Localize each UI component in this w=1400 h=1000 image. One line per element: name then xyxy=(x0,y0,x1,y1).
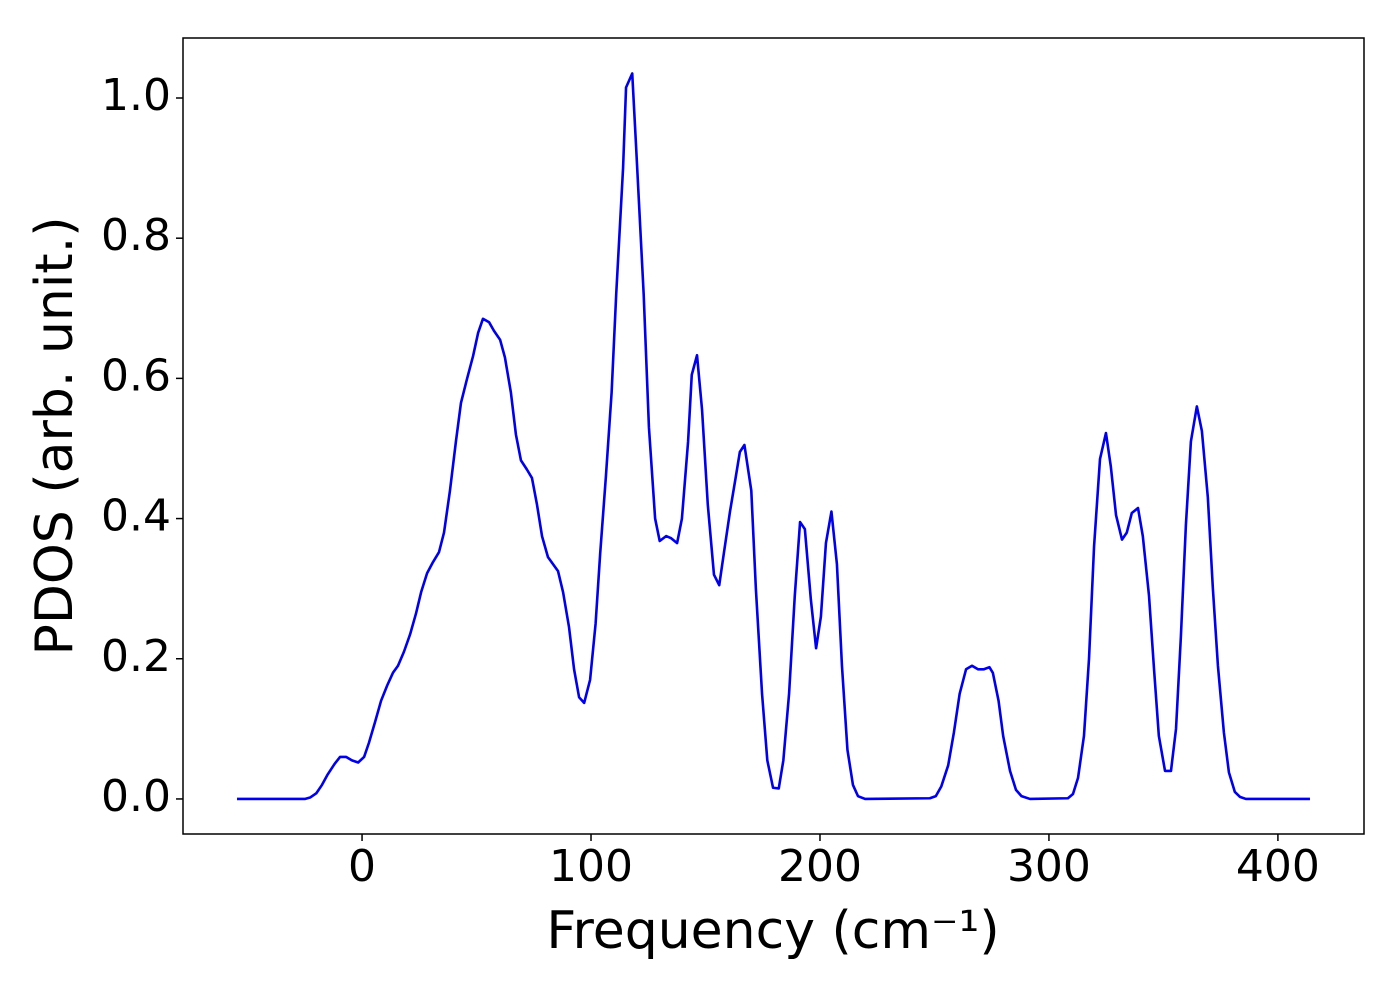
x-tick-label: 300 xyxy=(1007,841,1091,892)
x-tick-label: 400 xyxy=(1236,841,1320,892)
y-tick-label: 0.0 xyxy=(101,771,171,822)
x-tick-label: 200 xyxy=(778,841,862,892)
y-tick-label: 0.2 xyxy=(101,631,171,682)
plot-frame xyxy=(182,37,1365,835)
y-axis-label: PDOS (arb. unit.) xyxy=(25,216,85,655)
line xyxy=(237,72,1310,801)
y-tick-label: 1.0 xyxy=(101,70,171,121)
y-tick-label: 0.6 xyxy=(101,350,171,401)
y-tick-label: 0.4 xyxy=(101,491,171,542)
x-axis-label: Frequency (cm⁻¹) xyxy=(546,901,999,961)
x-tick-label: 100 xyxy=(549,841,633,892)
y-tick-label: 0.8 xyxy=(101,210,171,261)
x-tick-label: 0 xyxy=(348,841,376,892)
